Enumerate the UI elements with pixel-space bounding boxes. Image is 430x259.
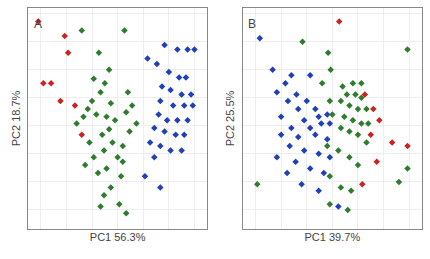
svg-text:B: B	[248, 17, 256, 31]
svg-text:PC1 56.3%: PC1 56.3%	[90, 231, 146, 243]
svg-text:A: A	[34, 17, 42, 31]
svg-text:PC2 25.5%: PC2 25.5%	[224, 90, 236, 146]
svg-text:PC2 18.7%: PC2 18.7%	[10, 90, 22, 146]
svg-text:PC1 39.7%: PC1 39.7%	[305, 231, 361, 243]
